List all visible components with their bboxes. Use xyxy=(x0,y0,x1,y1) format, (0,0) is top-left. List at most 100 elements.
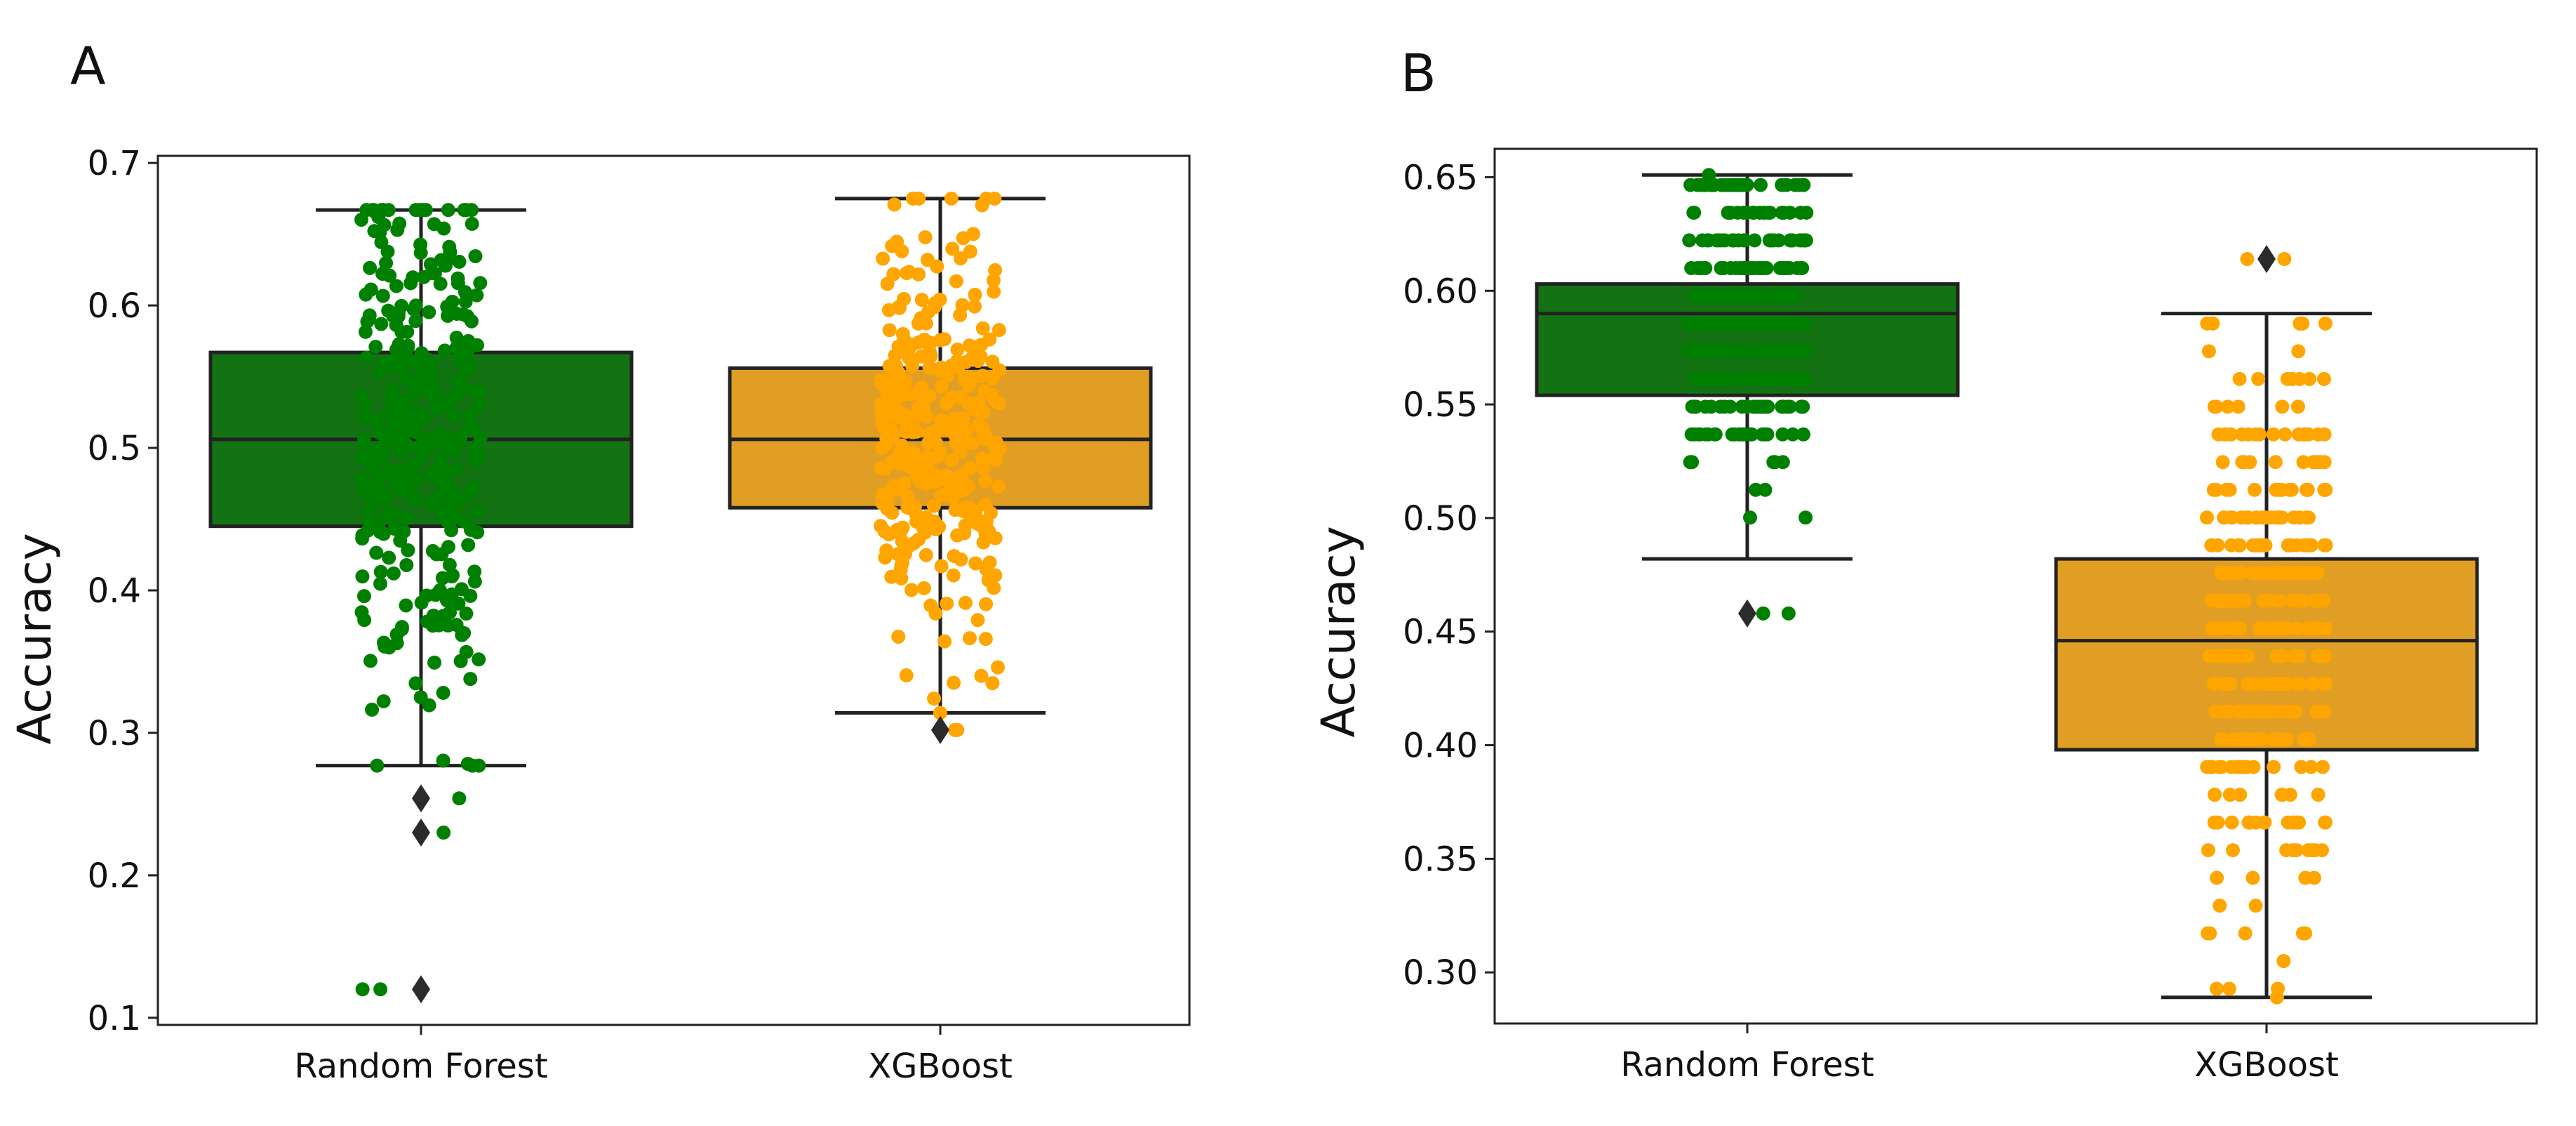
panel-a-random-forest-point xyxy=(373,982,388,997)
panel-a-random-forest-point xyxy=(355,569,370,584)
panel-a-xgboost-point xyxy=(967,508,982,523)
panel-a-random-forest-point xyxy=(358,324,373,339)
panel-a-xgboost-point xyxy=(946,568,961,583)
panel-b-xgboost-point xyxy=(2240,251,2255,266)
panel-b-random-forest-point xyxy=(1780,399,1795,414)
panel-a-xgboost-point xyxy=(956,231,970,246)
panel-b-xgboost-point xyxy=(2231,399,2245,414)
panel-a-xgboost-point xyxy=(945,453,959,468)
panel-b-xgboost-point xyxy=(2317,677,2332,691)
panel-a-random-forest-point xyxy=(441,540,455,555)
panel-a-xgboost-point xyxy=(890,380,905,395)
panel-b-random-forest-point xyxy=(1710,371,1725,386)
panel-b-xgboost-point xyxy=(2238,926,2253,941)
panel-b-random-forest-point xyxy=(1784,289,1799,303)
panel-b-random-forest-point xyxy=(1730,316,1744,331)
panel-a-xgboost-point xyxy=(933,706,947,720)
panel-a-xgboost-point xyxy=(891,629,906,644)
panel-a-random-forest-point xyxy=(354,212,369,227)
panel-a-xgboost-point xyxy=(926,498,941,513)
panel-a-random-forest-point xyxy=(452,791,467,806)
panel-a-random-forest-point xyxy=(428,588,443,602)
panel-b-xgboost-point xyxy=(2255,621,2269,636)
panel-a-xgboost-point xyxy=(992,323,1006,338)
panel-a-random-forest-point xyxy=(413,203,427,218)
panel-a-xgboost-point xyxy=(967,299,982,314)
panel-a-xgboost-point xyxy=(934,559,949,574)
panel-b-random-forest-point xyxy=(1725,427,1740,442)
panel-a-random-forest-point xyxy=(459,203,474,218)
panel-a-random-forest-point xyxy=(444,499,459,514)
panel-a-random-forest-point xyxy=(445,390,460,404)
panel-a-random-forest-point xyxy=(463,588,478,603)
panel-a-xgboost-point xyxy=(975,321,990,336)
panel-a-random-forest-point xyxy=(376,694,391,708)
panel-a-xgboost-point xyxy=(962,338,977,353)
panel-a-xgboost-point xyxy=(975,519,990,534)
panel-b-random-forest-point xyxy=(1693,344,1708,359)
panel-b-xgboost-point xyxy=(2312,593,2327,608)
panel-b-xgboost-point xyxy=(2281,815,2295,830)
panel-a-xgboost-point xyxy=(974,668,989,683)
panel-a-xgboost-point xyxy=(874,397,888,412)
panel-a-xgboost-point xyxy=(934,488,949,503)
panel-a-random-forest-point xyxy=(374,317,389,331)
panel-b-random-forest-point xyxy=(1723,344,1738,359)
panel-b-ytick-label: 0.40 xyxy=(1403,727,1478,766)
panel-a-xgboost-point xyxy=(912,532,926,547)
panel-a-xgboost-point xyxy=(879,543,894,558)
panel-b-ytick-label: 0.55 xyxy=(1403,385,1478,425)
panel-a-random-forest-point xyxy=(472,449,487,464)
panel-a-random-forest-point xyxy=(389,279,403,293)
panel-b-xgboost-point xyxy=(2283,704,2298,719)
panel-b-ytick-label: 0.65 xyxy=(1403,158,1478,197)
panel-b-xgboost-point xyxy=(2215,455,2230,470)
panel-a-xgboost-point xyxy=(887,479,902,494)
panel-a-random-forest-point xyxy=(462,360,477,375)
panel-a-random-forest-point xyxy=(375,450,389,465)
panel-b-xgboost-point xyxy=(2300,538,2314,552)
panel-b-xgboost-point xyxy=(2318,815,2333,830)
panel-b-plot-frame xyxy=(1493,147,2538,1025)
panel-a-xgboost-point xyxy=(944,191,959,206)
panel-a-random-forest-point xyxy=(422,355,436,369)
panel-a-random-forest-point xyxy=(376,526,391,541)
panel-a-xgboost-point xyxy=(941,475,956,490)
panel-b-xgboost-point xyxy=(2270,732,2285,747)
panel-b-xgboost-point xyxy=(2289,621,2304,636)
panel-a-xgboost-point xyxy=(888,348,902,363)
panel-a-random-forest-point xyxy=(426,608,441,623)
panel-b-random-forest-point xyxy=(1794,399,1808,414)
panel-b-xgboost-point xyxy=(2282,482,2297,497)
panel-b-xgboost-point xyxy=(2204,593,2219,608)
panel-b-random-forest-point xyxy=(1798,233,1813,248)
panel-a-xgboost-point xyxy=(934,379,949,394)
panel-a-xgboost-point xyxy=(893,445,907,460)
panel-b-xgboost-point xyxy=(2248,899,2263,913)
panel-a-random-forest-point xyxy=(399,511,414,526)
panel-b-xgboost-point xyxy=(2293,510,2307,525)
panel-b-random-forest-point xyxy=(1684,260,1699,275)
panel-a-random-forest-point xyxy=(387,416,401,431)
panel-a-xgboost-point xyxy=(978,632,993,647)
panel-a-xgboost-point xyxy=(948,428,963,443)
panel-a-random-forest-point xyxy=(453,432,467,446)
panel-b-xgboost-point xyxy=(2269,482,2283,497)
panel-a-random-forest-point xyxy=(373,576,388,591)
panel-b-xgboost-point xyxy=(2205,621,2220,636)
panel-b-random-forest-point xyxy=(1697,371,1711,386)
panel-b-xgboost-point xyxy=(2257,815,2271,830)
panel-a-xgboost-point xyxy=(947,548,961,563)
panel-b-label: B xyxy=(1401,44,1436,104)
panel-a-xgboost-point xyxy=(982,332,997,347)
panel-a-xgboost-point xyxy=(987,284,1001,299)
panel-b-random-forest-point xyxy=(1695,233,1709,248)
panel-b-xgboost-point xyxy=(2276,954,2291,968)
panel-b-random-forest-point xyxy=(1751,260,1766,275)
panel-b-xgboost-point xyxy=(2249,538,2264,552)
panel-a-random-forest-point xyxy=(375,289,390,303)
panel-b-random-forest-point xyxy=(1798,510,1813,525)
panel-a-xgboost-point xyxy=(923,347,938,362)
panel-a-random-forest-point xyxy=(385,382,399,397)
